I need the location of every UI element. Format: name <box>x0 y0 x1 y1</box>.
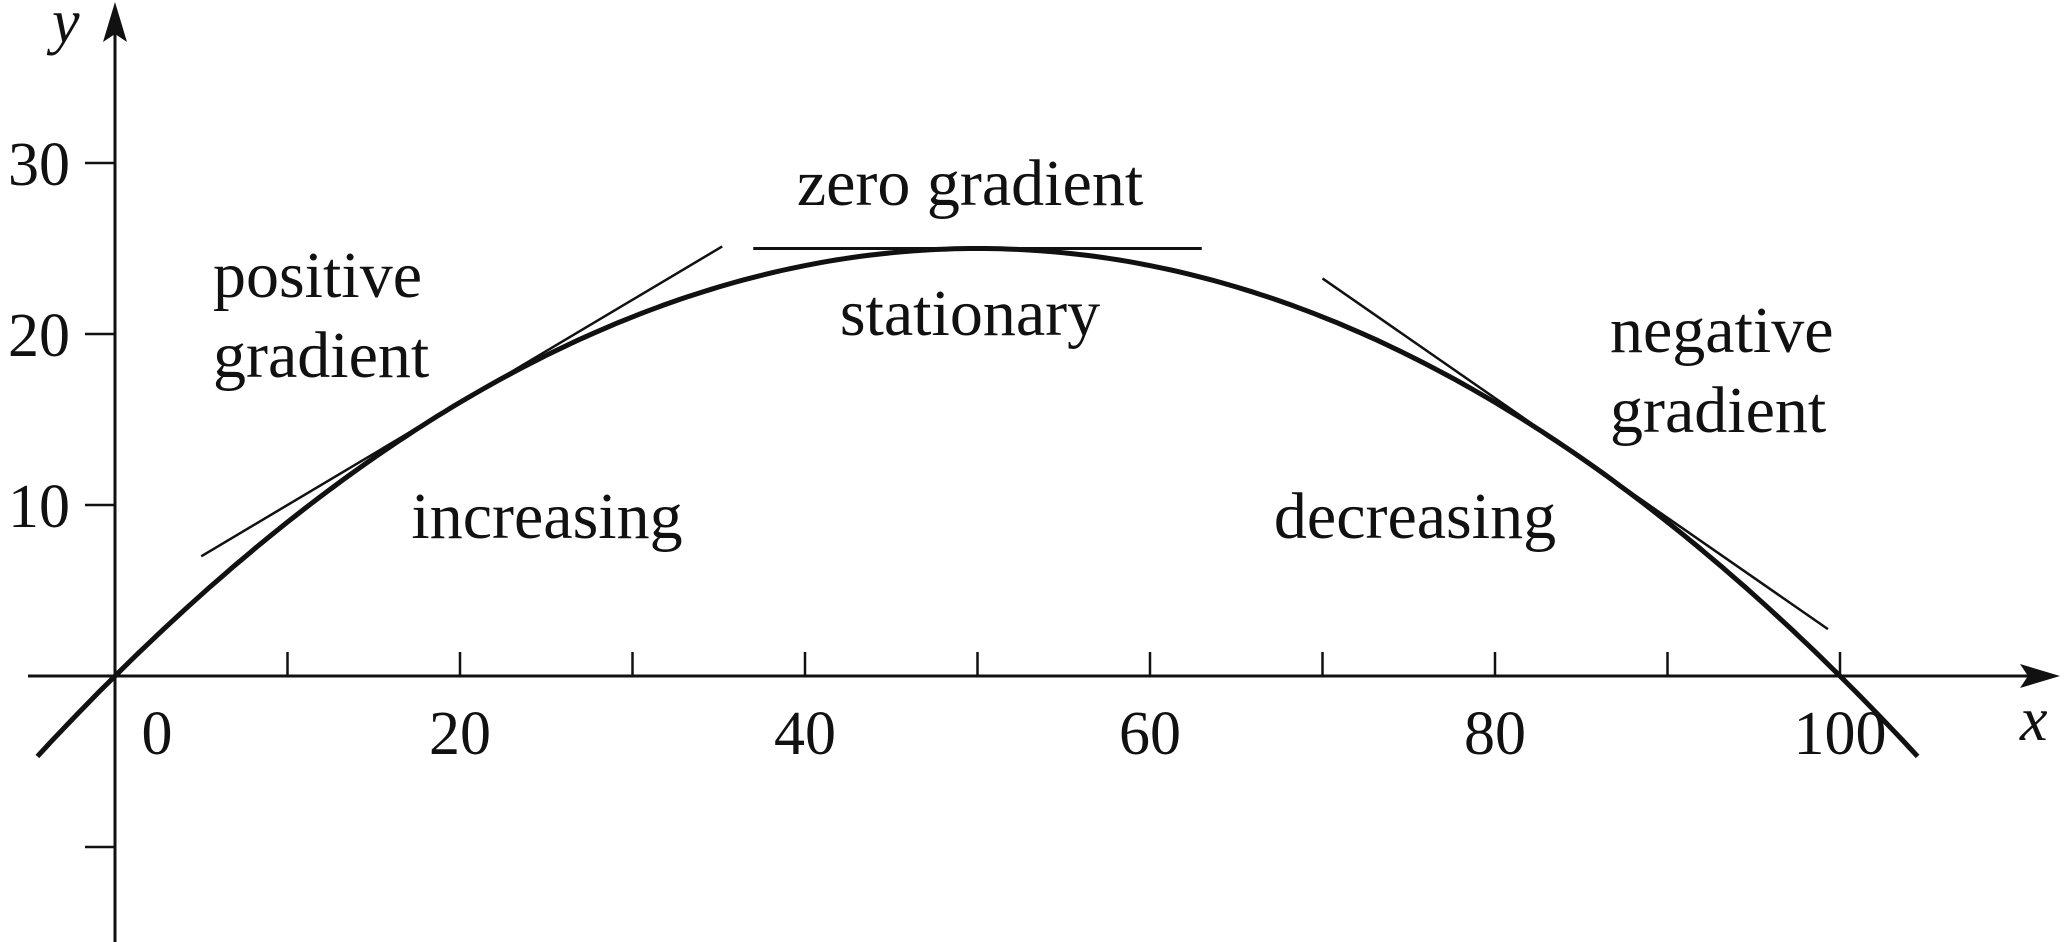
x-tick-label: 40 <box>774 700 836 768</box>
annotation-decreasing: decreasing <box>1274 480 1556 553</box>
ticks: 0 20 40 60 80 100 10 20 30 <box>8 131 1887 849</box>
y-tick-label: 20 <box>8 302 70 370</box>
x-tick-label: 80 <box>1464 700 1526 768</box>
y-axis-arrowhead <box>103 2 127 42</box>
x-tick-label: 100 <box>1794 700 1887 768</box>
y-tick-label: 30 <box>8 131 70 199</box>
x-tick-label: 0 <box>142 700 173 768</box>
annotation-negative-line2: gradient <box>1610 374 1826 447</box>
y-tick-label: 10 <box>8 473 70 541</box>
y-axis-label: y <box>46 0 80 56</box>
annotation-increasing: increasing <box>411 480 682 553</box>
x-axis-arrowhead <box>2020 664 2060 688</box>
annotation-positive-line2: gradient <box>213 319 429 392</box>
annotation-negative-line1: negative <box>1610 294 1834 367</box>
x-axis-label: x <box>2019 686 2048 754</box>
labels: y x positive gradient zero gradient stat… <box>46 0 2048 754</box>
annotation-stationary: stationary <box>840 277 1100 350</box>
x-tick-label: 20 <box>429 700 491 768</box>
annotation-positive-line1: positive <box>213 239 422 312</box>
parabola-curve <box>35 246 1920 759</box>
axes <box>28 2 2060 942</box>
x-tick-label: 60 <box>1119 700 1181 768</box>
annotation-zero-gradient: zero gradient <box>797 147 1143 220</box>
